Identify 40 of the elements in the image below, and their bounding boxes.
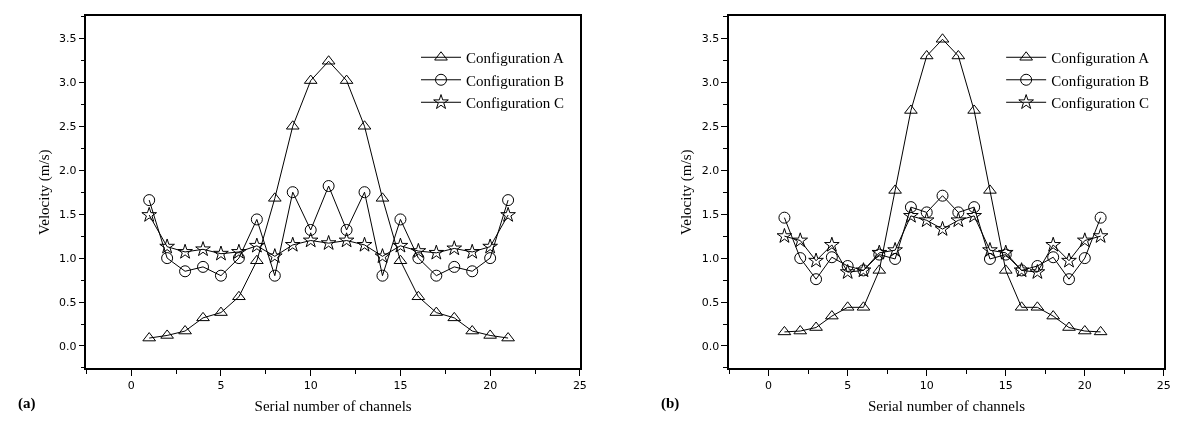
y-tick-label: 2.0 (58, 164, 77, 178)
y-tick-label: 0.0 (58, 339, 77, 353)
x-axis-title: Serial number of channels (254, 398, 412, 415)
y-tick-label: 3.5 (701, 32, 720, 46)
x-tick-label: 25 (572, 378, 587, 392)
x-tick-label: 0 (127, 378, 135, 392)
x-tick-label: 10 (303, 378, 318, 392)
x-tick-label: 15 (998, 378, 1013, 392)
y-tick-label: 2.5 (58, 120, 77, 134)
y-tick-label: 0.0 (701, 339, 720, 353)
x-tick-label: 10 (919, 378, 934, 392)
legend-label: Configuration A (1051, 50, 1150, 67)
y-tick-label: 2.0 (701, 164, 720, 178)
text: (b) (661, 395, 680, 412)
x-tick-label: 0 (765, 378, 773, 392)
y-tick-label: 3.0 (701, 76, 720, 90)
legend-label: Configuration B (466, 72, 564, 89)
y-tick-label: 0.5 (58, 295, 77, 309)
x-tick-label: 5 (217, 378, 225, 392)
x-tick-label: 20 (1077, 378, 1092, 392)
x-axis-title: Serial number of channels (867, 398, 1026, 415)
legend-label: Configuration C (466, 95, 564, 112)
y-tick-label: 1.0 (701, 251, 720, 265)
x-tick-label: 20 (483, 378, 498, 392)
y-tick-label: 1.0 (58, 251, 77, 265)
y-tick-label: 0.5 (701, 295, 720, 309)
legend-label: Configuration A (466, 50, 565, 67)
x-tick-label: 5 (844, 378, 852, 392)
y-tick-label: 3.5 (58, 32, 77, 46)
y-axis-title: Velocity (m/s) (678, 149, 696, 235)
y-tick-label: 3.0 (58, 76, 77, 90)
legend-label: Configuration C (1051, 95, 1150, 112)
y-tick-label: 1.5 (58, 208, 77, 222)
legend-label: Configuration B (1051, 72, 1150, 89)
y-tick-label: 1.5 (701, 208, 720, 222)
y-axis-title: Velocity (m/s) (35, 149, 53, 235)
y-tick-label: 2.5 (701, 120, 720, 134)
x-tick-label: 25 (1156, 378, 1171, 392)
x-tick-label: 15 (393, 378, 408, 392)
text: (a) (18, 395, 36, 412)
